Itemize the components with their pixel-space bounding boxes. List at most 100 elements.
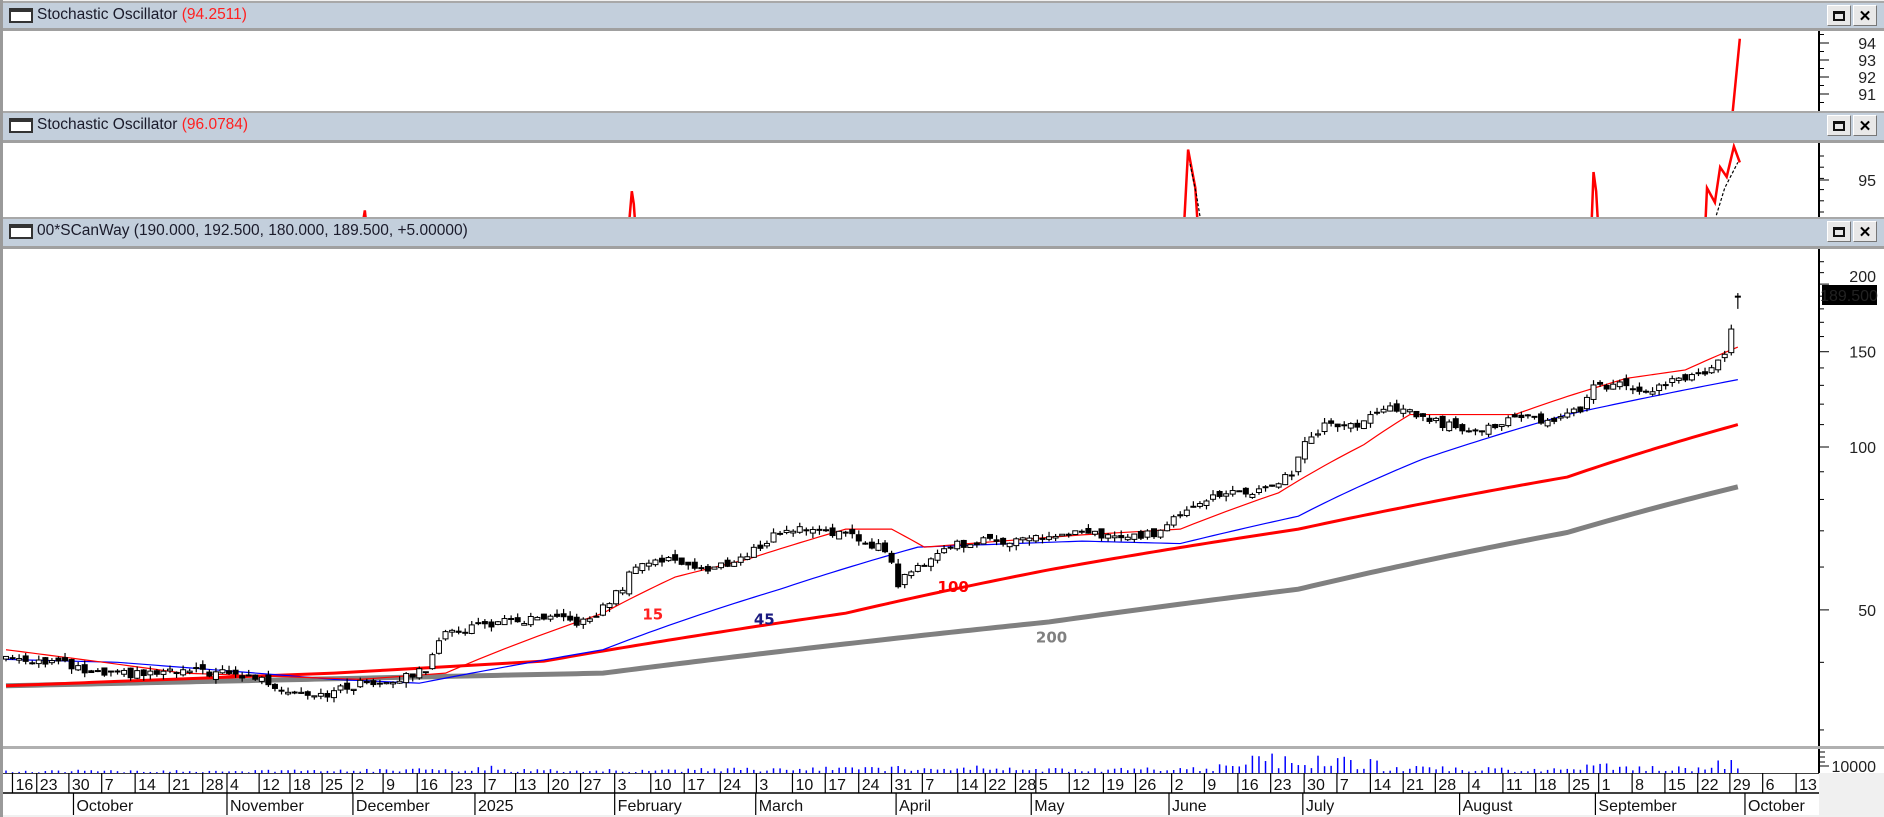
candle [1078, 529, 1085, 535]
week-label: 22 [988, 777, 1006, 794]
candle-body [1419, 413, 1426, 417]
week-label: 20 [1830, 777, 1848, 794]
week-label: 28 [1438, 777, 1456, 794]
stoch2-maximize-button[interactable] [1827, 115, 1851, 136]
candle [1137, 529, 1144, 541]
candle [167, 665, 173, 674]
candle-body [101, 667, 108, 676]
candle-body [1321, 422, 1328, 433]
candle [573, 613, 580, 628]
week-label: 21 [1406, 777, 1424, 794]
candle-body [1374, 411, 1381, 414]
candle [101, 667, 108, 677]
candle [449, 628, 456, 637]
candle-body [803, 529, 810, 532]
week-label: 4 [230, 777, 239, 794]
date-axis [3, 773, 1819, 815]
candle [206, 669, 213, 678]
candle [1006, 542, 1013, 552]
candle [317, 688, 324, 700]
candle [1196, 501, 1203, 509]
window-icon [9, 118, 33, 133]
candle [888, 550, 895, 564]
candle [265, 670, 272, 687]
candle-body [442, 631, 449, 640]
stoch2-value: (96.0784) [181, 116, 249, 133]
candle-body [357, 679, 364, 688]
candle [199, 660, 206, 675]
candle-body [757, 544, 764, 549]
candle [1111, 531, 1118, 542]
candle-body [1531, 415, 1538, 418]
candle [468, 621, 475, 635]
candle [350, 688, 357, 695]
candle-body [1406, 409, 1413, 413]
main-close-button[interactable]: ✕ [1853, 221, 1877, 242]
candle-body [1636, 386, 1643, 392]
candle-body [22, 655, 29, 662]
candle [744, 552, 751, 561]
moving-averages: 15 45 100 200 [5, 346, 1739, 689]
candle-body [941, 548, 948, 554]
candle [193, 662, 200, 673]
candle-body [55, 657, 62, 662]
candle-body [868, 541, 875, 549]
candle [1026, 535, 1033, 546]
candle-body [967, 544, 974, 549]
candle-body [396, 680, 403, 684]
candle-body [1354, 422, 1361, 428]
candle [1669, 375, 1676, 387]
main-maximize-button[interactable] [1827, 221, 1851, 242]
candle-body [993, 539, 1000, 542]
candle-body [987, 533, 993, 539]
stoch2-title-bar[interactable]: Stochastic Oscillator (96.0784) ✕ [3, 111, 1884, 143]
candle-body [1255, 488, 1262, 493]
candle [1151, 528, 1157, 539]
candle-body [1551, 417, 1558, 422]
candle-body [193, 667, 200, 670]
candle [153, 669, 160, 677]
candle [121, 668, 128, 677]
candle-body [285, 691, 292, 695]
price-y-tick-label: 100 [1849, 440, 1876, 457]
candle-body [1334, 423, 1341, 428]
week-label: 29 [1733, 777, 1751, 794]
candle-body [908, 571, 915, 577]
candle [1531, 415, 1538, 420]
candle [613, 589, 620, 606]
candle [619, 587, 626, 596]
candle-body [501, 618, 508, 626]
stoch1-close-button[interactable]: ✕ [1853, 5, 1877, 26]
candle-body [16, 658, 23, 661]
candle [376, 679, 383, 688]
week-label: 3 [618, 777, 627, 794]
candle [704, 563, 711, 575]
candle [1360, 420, 1367, 430]
candle-body [554, 613, 561, 617]
candle [1426, 414, 1433, 424]
candle [586, 616, 593, 624]
candle-body [1249, 493, 1256, 498]
candle [1721, 350, 1728, 362]
candle-body [363, 680, 370, 684]
candle [914, 562, 921, 573]
candle-body [514, 617, 521, 623]
candle-body [973, 542, 980, 546]
stoch1-maximize-button[interactable] [1827, 5, 1851, 26]
candle-body [1118, 535, 1125, 539]
candle [659, 554, 665, 567]
candle-body [567, 615, 574, 621]
candle-body [934, 553, 941, 561]
candle [1662, 381, 1669, 390]
main-title-bar[interactable]: 00*SCanWay (190.000, 192.500, 180.000, 1… [3, 217, 1884, 249]
candle-body [836, 530, 843, 540]
candle [35, 655, 42, 668]
stoch2-close-button[interactable]: ✕ [1853, 115, 1877, 136]
candle [842, 530, 849, 537]
candle [1013, 537, 1020, 551]
candle-body [613, 590, 620, 605]
candle [357, 677, 364, 688]
candle-body [1577, 406, 1584, 413]
candle-body [199, 664, 206, 670]
stoch1-title-bar[interactable]: Stochastic Oscillator (94.2511) ✕ [3, 1, 1884, 31]
